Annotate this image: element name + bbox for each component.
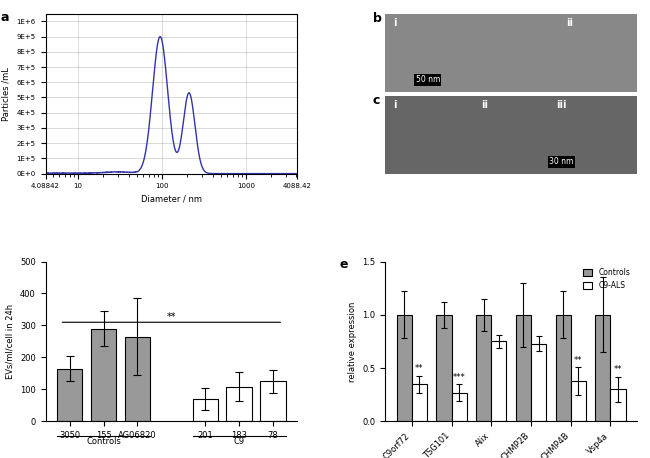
Text: 50 nm: 50 nm (415, 76, 440, 84)
Bar (226, 387, 252, 421)
X-axis label: Diameter / nm: Diameter / nm (141, 195, 202, 204)
Bar (192, 399, 218, 421)
Bar (610, 389, 625, 421)
Text: ii: ii (481, 99, 488, 109)
Bar (595, 315, 610, 421)
Bar (396, 315, 412, 421)
Text: **: ** (166, 312, 176, 322)
Y-axis label: Particles /mL: Particles /mL (2, 67, 11, 120)
Bar (556, 315, 571, 421)
Bar (491, 341, 506, 421)
Text: i: i (393, 18, 396, 27)
Bar (476, 315, 491, 421)
Text: ***: *** (453, 373, 465, 382)
Text: iii: iii (556, 99, 567, 109)
Text: **: ** (614, 365, 622, 374)
Text: c: c (372, 94, 380, 107)
Bar (516, 315, 531, 421)
Bar (57, 369, 83, 421)
Legend: Controls, C9-ALS: Controls, C9-ALS (580, 265, 633, 293)
Y-axis label: relative expression: relative expression (348, 301, 357, 382)
Text: **: ** (415, 364, 424, 373)
Text: e: e (340, 258, 348, 271)
Text: ii: ii (567, 18, 573, 27)
Bar (571, 381, 586, 421)
Bar (452, 393, 467, 421)
Text: C9: C9 (233, 437, 244, 446)
Text: **: ** (574, 356, 582, 365)
Bar (531, 344, 546, 421)
Text: b: b (372, 12, 382, 25)
Text: 30 nm: 30 nm (549, 157, 573, 166)
Text: i: i (393, 99, 396, 109)
Bar (91, 329, 116, 421)
Bar (412, 384, 427, 421)
Y-axis label: EVs/ml/cell in 24h: EVs/ml/cell in 24h (5, 304, 14, 379)
Text: Controls: Controls (86, 437, 121, 446)
Bar (436, 315, 452, 421)
Bar (125, 337, 150, 421)
Bar (261, 382, 286, 421)
Text: a: a (0, 11, 8, 23)
